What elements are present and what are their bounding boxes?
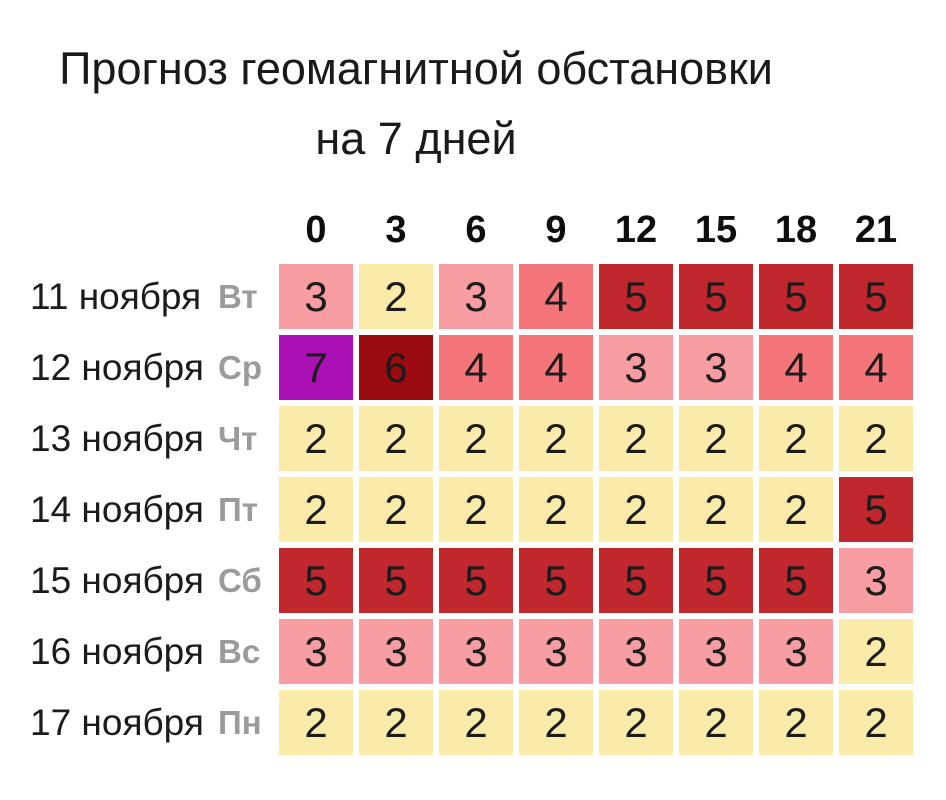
kp-index-cell: 3 [519,619,593,684]
kp-index-cell: 5 [599,264,673,329]
kp-index-cell: 2 [439,477,513,542]
row-day-label: Сб [218,561,262,599]
row-date-label: 14 ноября [30,488,204,530]
kp-index-cell: 4 [439,335,513,400]
title-line-2: на 7 дней [315,113,517,164]
table-row: 11 ноября Вт 3 2 3 4 5 5 5 5 [30,264,913,329]
row-day-label: Ср [218,348,262,386]
kp-index-cell: 5 [759,548,833,613]
kp-index-cell: 2 [679,690,753,755]
kp-index-cell: 3 [679,335,753,400]
kp-index-cell: 2 [679,477,753,542]
kp-index-cell: 2 [359,264,433,329]
kp-index-cell: 2 [439,406,513,471]
kp-index-cell: 2 [359,690,433,755]
kp-index-cell: 5 [679,264,753,329]
kp-index-cell: 3 [359,619,433,684]
kp-index-cell: 4 [759,335,833,400]
kp-index-cell: 5 [759,264,833,329]
kp-index-cell: 2 [359,406,433,471]
table-row: 12 ноября Ср 7 6 4 4 3 3 4 4 [30,335,913,400]
hour-header: 18 [774,209,818,251]
kp-index-cell: 2 [279,477,353,542]
row-day-label: Пн [218,703,262,741]
row-date-label: 17 ноября [30,701,204,743]
row-date-label: 11 ноября [30,275,202,317]
kp-index-cell: 2 [519,477,593,542]
kp-index-cell: 5 [519,548,593,613]
kp-index-cell: 2 [599,477,673,542]
hour-header: 12 [614,209,658,251]
kp-index-cell: 3 [279,619,353,684]
kp-index-cell: 2 [759,406,833,471]
kp-index-cell: 7 [279,335,353,400]
kp-index-cell: 2 [599,406,673,471]
kp-index-cell: 5 [359,548,433,613]
hour-header: 0 [305,209,327,251]
row-day-label: Вт [218,277,258,315]
forecast-grid: 11 ноября Вт 3 2 3 4 5 5 5 5 12 ноября Ср 7 6 4 4 3 3 4 4 13… [30,264,913,761]
kp-index-cell: 5 [439,548,513,613]
title-line-1: Прогноз геомагнитной обстановки [59,43,773,94]
kp-index-cell: 2 [839,406,913,471]
kp-index-cell: 5 [279,548,353,613]
kp-index-cell: 2 [759,477,833,542]
row-day-label: Чт [218,419,258,457]
kp-index-cell: 3 [439,264,513,329]
kp-index-cell: 3 [839,548,913,613]
kp-index-cell: 5 [599,548,673,613]
kp-index-cell: 2 [439,690,513,755]
hour-header: 21 [854,209,898,251]
hour-header: 3 [385,209,407,251]
table-row: 13 ноября Чт 2 2 2 2 2 2 2 2 [30,406,913,471]
table-row: 15 ноября Сб 5 5 5 5 5 5 5 3 [30,548,913,613]
kp-index-cell: 3 [599,335,673,400]
row-date-label: 13 ноября [30,417,204,459]
hour-header: 15 [694,209,738,251]
kp-index-cell: 2 [519,406,593,471]
kp-index-cell: 3 [679,619,753,684]
kp-index-cell: 2 [359,477,433,542]
table-row: 16 ноября Вс 3 3 3 3 3 3 3 2 [30,619,913,684]
hour-header: 6 [465,209,487,251]
kp-index-cell: 3 [759,619,833,684]
kp-index-cell: 4 [839,335,913,400]
row-day-label: Пт [218,490,258,528]
kp-index-cell: 4 [519,335,593,400]
kp-index-cell: 5 [679,548,753,613]
kp-index-cell: 2 [599,690,673,755]
kp-index-cell: 3 [279,264,353,329]
kp-index-cell: 5 [839,264,913,329]
row-date-label: 12 ноября [30,346,204,388]
kp-index-cell: 2 [279,690,353,755]
hour-header: 9 [545,209,567,251]
kp-index-cell: 2 [759,690,833,755]
kp-index-cell: 3 [599,619,673,684]
kp-index-cell: 2 [679,406,753,471]
kp-index-cell: 4 [519,264,593,329]
kp-index-cell: 2 [839,690,913,755]
row-day-label: Вс [218,632,261,670]
table-row: 14 ноября Пт 2 2 2 2 2 2 2 5 [30,477,913,542]
kp-index-cell: 2 [279,406,353,471]
row-date-label: 15 ноября [30,559,204,601]
kp-index-cell: 6 [359,335,433,400]
hours-header-row: 0 3 6 9 12 15 18 21 [279,206,913,254]
table-row: 17 ноября Пн 2 2 2 2 2 2 2 2 [30,690,913,755]
kp-index-cell: 2 [839,619,913,684]
page-title: Прогноз геомагнитной обстановки на 7 дне… [0,34,832,174]
kp-index-cell: 5 [839,477,913,542]
kp-index-cell: 3 [439,619,513,684]
row-date-label: 16 ноября [30,630,204,672]
kp-index-cell: 2 [519,690,593,755]
